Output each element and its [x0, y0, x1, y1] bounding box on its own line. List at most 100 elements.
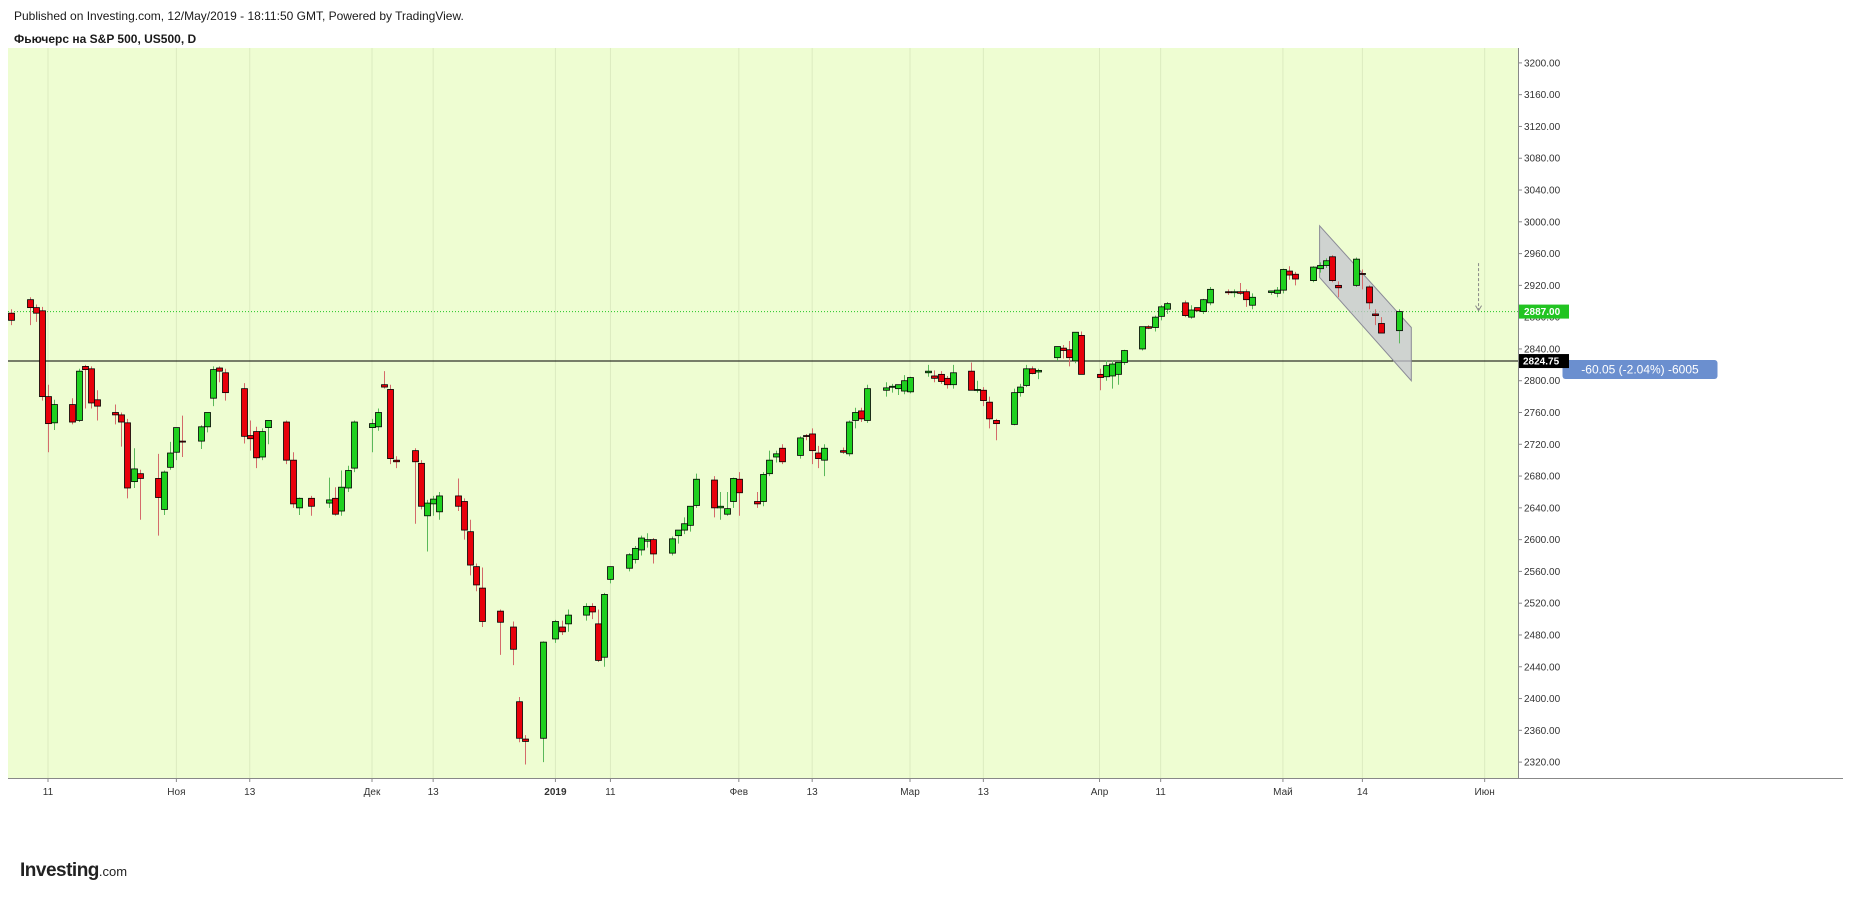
- candle-body[interactable]: [993, 420, 1000, 425]
- candle-body[interactable]: [94, 399, 101, 407]
- candle-body[interactable]: [198, 426, 205, 442]
- candle-body[interactable]: [479, 587, 486, 622]
- candle-body[interactable]: [290, 459, 297, 505]
- candle-body[interactable]: [858, 410, 865, 420]
- candle-body[interactable]: [883, 387, 890, 391]
- candle-body[interactable]: [687, 505, 694, 526]
- candle-body[interactable]: [88, 368, 95, 404]
- candle-body[interactable]: [669, 538, 676, 554]
- candle-body[interactable]: [1182, 302, 1189, 316]
- candle-body[interactable]: [675, 529, 682, 537]
- candle-body[interactable]: [222, 372, 229, 394]
- candle-body[interactable]: [589, 605, 596, 613]
- candle-body[interactable]: [809, 433, 816, 452]
- candle-body[interactable]: [461, 501, 468, 531]
- candle-body[interactable]: [1292, 273, 1299, 280]
- candle-body[interactable]: [1286, 270, 1293, 276]
- candle-body[interactable]: [595, 623, 602, 661]
- candle-body[interactable]: [1366, 286, 1373, 304]
- candle-body[interactable]: [1066, 349, 1073, 359]
- candle-body[interactable]: [1243, 291, 1250, 301]
- candle-body[interactable]: [773, 453, 780, 458]
- candle-body[interactable]: [650, 539, 657, 555]
- candle-body[interactable]: [681, 523, 688, 531]
- candle-body[interactable]: [607, 566, 614, 580]
- candle-body[interactable]: [944, 377, 951, 386]
- candle-body[interactable]: [1274, 289, 1281, 294]
- candle-body[interactable]: [265, 420, 272, 428]
- candle-body[interactable]: [412, 450, 419, 463]
- candle-body[interactable]: [931, 375, 938, 379]
- candle-body[interactable]: [1378, 323, 1385, 334]
- candle-body[interactable]: [1225, 291, 1232, 294]
- candle-body[interactable]: [840, 450, 847, 453]
- candle-body[interactable]: [540, 641, 547, 739]
- candle-body[interactable]: [51, 404, 58, 424]
- candle-body[interactable]: [510, 626, 517, 650]
- candle-body[interactable]: [852, 412, 859, 421]
- candle-body[interactable]: [980, 389, 987, 401]
- candle-body[interactable]: [1121, 350, 1128, 363]
- candle-body[interactable]: [1329, 256, 1336, 282]
- candle-body[interactable]: [925, 370, 932, 374]
- candle-body[interactable]: [179, 440, 186, 443]
- candle-body[interactable]: [565, 614, 572, 625]
- candle-body[interactable]: [1115, 362, 1122, 375]
- candle-body[interactable]: [1011, 392, 1018, 425]
- candle-body[interactable]: [766, 459, 773, 475]
- candle-body[interactable]: [601, 594, 608, 658]
- candle-body[interactable]: [1152, 316, 1159, 328]
- candle-body[interactable]: [1029, 368, 1036, 374]
- candle-body[interactable]: [430, 498, 437, 505]
- candle-body[interactable]: [27, 299, 34, 309]
- candle-body[interactable]: [1145, 326, 1152, 329]
- candle-body[interactable]: [1194, 307, 1201, 312]
- candle-body[interactable]: [821, 447, 828, 461]
- candle-body[interactable]: [308, 497, 315, 507]
- candle-body[interactable]: [155, 478, 162, 498]
- candle-body[interactable]: [436, 495, 443, 513]
- candle-body[interactable]: [803, 435, 810, 437]
- candle-body[interactable]: [986, 401, 993, 420]
- candle-body[interactable]: [552, 621, 559, 640]
- candle-body[interactable]: [8, 312, 15, 321]
- candle-body[interactable]: [1158, 306, 1165, 317]
- candle-body[interactable]: [1231, 291, 1238, 294]
- candle-body[interactable]: [418, 462, 425, 507]
- candle-body[interactable]: [76, 370, 83, 421]
- candle-body[interactable]: [387, 389, 394, 459]
- candle-body[interactable]: [124, 422, 131, 489]
- candle-body[interactable]: [118, 414, 125, 423]
- candle-body[interactable]: [516, 701, 523, 739]
- candle-body[interactable]: [1164, 303, 1171, 310]
- candle-body[interactable]: [497, 610, 504, 623]
- candle-body[interactable]: [216, 367, 223, 372]
- candle-body[interactable]: [455, 495, 462, 507]
- candle-body[interactable]: [1023, 368, 1030, 386]
- candle-body[interactable]: [559, 626, 566, 633]
- candle-body[interactable]: [345, 470, 352, 489]
- candle-body[interactable]: [204, 412, 211, 428]
- candle-body[interactable]: [583, 605, 590, 616]
- candle-body[interactable]: [626, 554, 633, 569]
- candle-body[interactable]: [717, 505, 724, 509]
- candle-body[interactable]: [1078, 335, 1085, 375]
- candle-body[interactable]: [693, 478, 700, 506]
- candle-body[interactable]: [375, 412, 382, 428]
- candle-body[interactable]: [253, 431, 260, 459]
- candle-body[interactable]: [1017, 386, 1024, 394]
- candle-body[interactable]: [393, 459, 400, 463]
- candle-body[interactable]: [131, 468, 138, 483]
- candle-body[interactable]: [632, 547, 639, 560]
- candle-body[interactable]: [901, 380, 908, 392]
- candle-body[interactable]: [968, 370, 975, 391]
- candle-body[interactable]: [1207, 288, 1214, 304]
- candle-body[interactable]: [1310, 266, 1317, 282]
- candle-body[interactable]: [1323, 260, 1330, 266]
- candle-body[interactable]: [247, 435, 254, 440]
- candle-body[interactable]: [1317, 265, 1324, 270]
- candle-body[interactable]: [39, 310, 46, 398]
- candle-body[interactable]: [369, 423, 376, 428]
- candle-body[interactable]: [1335, 284, 1342, 289]
- candle-body[interactable]: [779, 447, 786, 463]
